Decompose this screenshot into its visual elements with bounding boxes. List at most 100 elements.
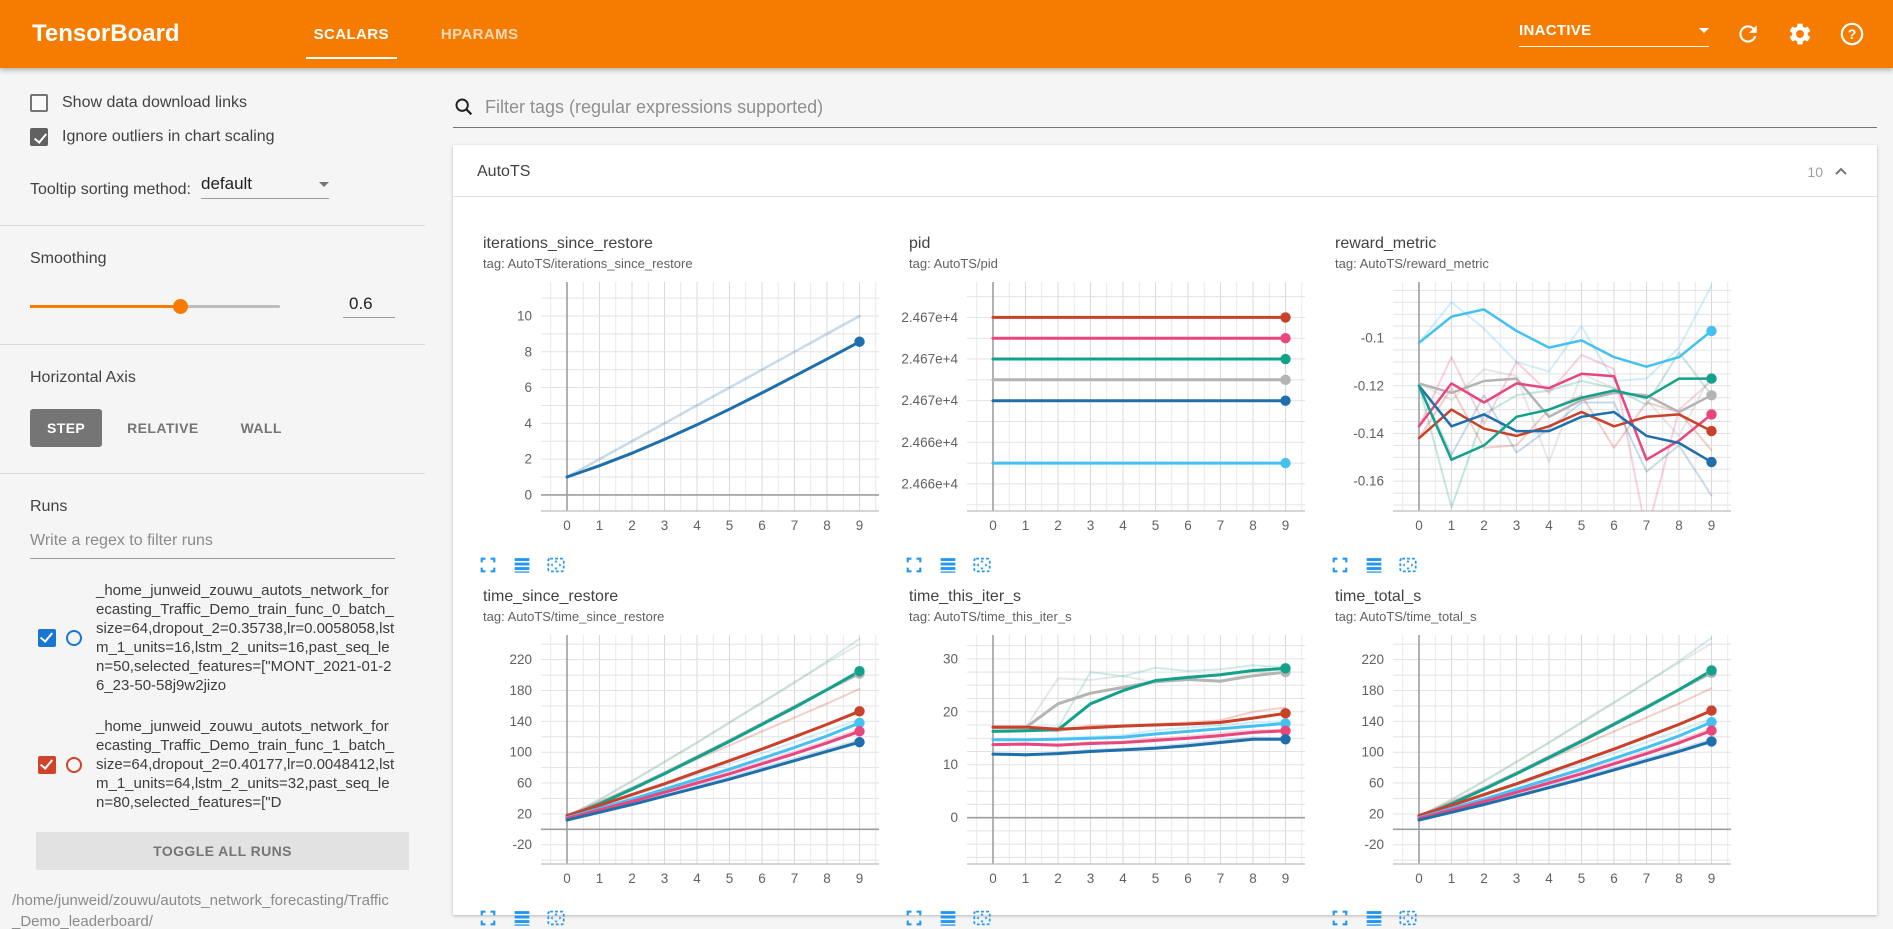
fit-domain-icon[interactable] xyxy=(1397,907,1419,929)
smoothing-slider[interactable] xyxy=(30,299,280,314)
chart-tag: tag: AutoTS/time_since_restore xyxy=(483,609,665,624)
run-visibility-checkbox[interactable] xyxy=(38,755,56,774)
fit-domain-icon[interactable] xyxy=(545,554,567,576)
charts-grid: iterations_since_restore tag: AutoTS/iter… xyxy=(453,197,1877,929)
svg-text:6: 6 xyxy=(758,518,766,533)
svg-text:20: 20 xyxy=(1369,806,1384,821)
run-selector-icon[interactable] xyxy=(937,907,959,929)
chart-toolbar xyxy=(1329,907,1741,929)
help-icon[interactable]: ? xyxy=(1839,21,1865,47)
svg-text:0: 0 xyxy=(1415,518,1423,533)
chart-canvas[interactable]: -20 20 60 100 140 180 220 0 1 2 3 4 5 6 7 8 9 xyxy=(1321,631,1741,895)
svg-text:2.467e+4: 2.467e+4 xyxy=(901,310,958,325)
svg-text:7: 7 xyxy=(791,871,799,886)
svg-text:1: 1 xyxy=(1448,871,1456,886)
chart-canvas[interactable]: -0.1 -0.12 -0.14 -0.16 0 1 2 3 4 5 6 7 8 9 xyxy=(1321,278,1741,542)
svg-text:4: 4 xyxy=(1119,871,1127,886)
svg-text:9: 9 xyxy=(1708,518,1716,533)
expand-chart-icon[interactable] xyxy=(477,554,499,576)
expand-chart-icon[interactable] xyxy=(903,907,925,929)
axis-wall-button[interactable]: WALL xyxy=(240,420,282,436)
svg-text:5: 5 xyxy=(726,871,734,886)
checkbox-label: Ignore outliers in chart scaling xyxy=(62,128,275,145)
svg-text:3: 3 xyxy=(1513,871,1521,886)
svg-text:-20: -20 xyxy=(1364,837,1384,852)
top-app-bar: TensorBoard SCALARS HPARAMS INACTIVE ? xyxy=(0,0,1893,68)
fit-domain-icon[interactable] xyxy=(545,907,567,929)
tab-hparams[interactable]: HPARAMS xyxy=(440,25,519,43)
tooltip-sorting-select[interactable]: default xyxy=(200,174,329,199)
chart-tag: tag: AutoTS/reward_metric xyxy=(1335,256,1489,271)
chevron-down-icon xyxy=(318,181,329,187)
runs-filter-field[interactable] xyxy=(30,532,395,559)
settings-gear-icon[interactable] xyxy=(1787,21,1813,47)
chart-title: reward_metric xyxy=(1335,235,1437,252)
tooltip-sorting-value: default xyxy=(200,174,253,193)
svg-text:2: 2 xyxy=(628,518,636,533)
run-selector-icon[interactable] xyxy=(511,907,533,929)
tag-group-header[interactable]: AutoTS 10 xyxy=(453,145,1877,197)
run-visibility-checkbox[interactable] xyxy=(38,629,56,647)
axis-step-button[interactable]: STEP xyxy=(30,409,103,447)
svg-text:6: 6 xyxy=(1610,518,1618,533)
fit-domain-icon[interactable] xyxy=(1397,554,1419,576)
chart-tile-reward_metric: reward_metric tag: AutoTS/reward_metric -0… xyxy=(1321,235,1741,576)
slider-thumb[interactable] xyxy=(173,299,188,314)
axis-relative-button[interactable]: RELATIVE xyxy=(127,420,199,436)
svg-text:2: 2 xyxy=(524,452,532,467)
smoothing-value[interactable]: 0.6 xyxy=(343,294,395,318)
checkbox-icon[interactable] xyxy=(30,94,48,112)
fit-domain-icon[interactable] xyxy=(971,907,993,929)
svg-text:9: 9 xyxy=(856,871,864,886)
svg-text:10: 10 xyxy=(943,757,958,772)
svg-text:30: 30 xyxy=(943,651,958,666)
toggle-all-runs-button[interactable]: TOGGLE ALL RUNS xyxy=(36,832,409,870)
chart-canvas[interactable]: 0 10 20 30 0 1 2 3 4 5 6 7 8 9 xyxy=(895,631,1315,895)
run-solo-radio[interactable] xyxy=(66,756,82,773)
expand-chart-icon[interactable] xyxy=(477,907,499,929)
svg-text:7: 7 xyxy=(1217,518,1225,533)
refresh-icon[interactable] xyxy=(1735,21,1761,47)
checkbox-icon[interactable] xyxy=(30,128,48,146)
tag-filter-field[interactable] xyxy=(453,96,1877,128)
status-dropdown-value: INACTIVE xyxy=(1519,21,1592,39)
svg-text:60: 60 xyxy=(517,776,532,791)
svg-text:9: 9 xyxy=(1282,518,1290,533)
log-directory-path: /home/junweid/zouwu/autots_network_forec… xyxy=(12,892,389,929)
chart-canvas[interactable]: 0 2 4 6 8 10 0 1 2 3 4 5 6 7 8 9 xyxy=(469,278,889,542)
svg-text:4: 4 xyxy=(1545,518,1553,533)
run-list-item[interactable]: _home_junweid_zouwu_autots_network_forec… xyxy=(30,717,395,812)
ignore-outliers-checkbox[interactable]: Ignore outliers in chart scaling xyxy=(30,128,395,146)
tag-filter-input[interactable] xyxy=(485,96,1877,118)
svg-text:-0.14: -0.14 xyxy=(1353,426,1384,441)
chart-tile-time_total_s: time_total_s tag: AutoTS/time_total_s -20 2… xyxy=(1321,588,1741,929)
fit-domain-icon[interactable] xyxy=(971,554,993,576)
collapse-group-control[interactable]: 10 xyxy=(1807,162,1851,182)
expand-chart-icon[interactable] xyxy=(1329,907,1351,929)
expand-chart-icon[interactable] xyxy=(903,554,925,576)
svg-text:20: 20 xyxy=(943,704,958,719)
chart-title: time_this_iter_s xyxy=(909,588,1022,605)
divider xyxy=(0,344,425,345)
svg-text:1: 1 xyxy=(1448,518,1456,533)
tag-group-title: AutoTS xyxy=(477,163,531,180)
svg-text:5: 5 xyxy=(1578,518,1586,533)
svg-text:7: 7 xyxy=(1217,871,1225,886)
expand-chart-icon[interactable] xyxy=(1329,554,1351,576)
run-selector-icon[interactable] xyxy=(511,554,533,576)
run-selector-icon[interactable] xyxy=(1363,554,1385,576)
svg-text:2: 2 xyxy=(1480,871,1488,886)
status-dropdown[interactable]: INACTIVE xyxy=(1519,22,1709,47)
tab-scalars[interactable]: SCALARS xyxy=(288,0,415,68)
run-solo-radio[interactable] xyxy=(66,630,82,646)
svg-text:4: 4 xyxy=(1545,871,1553,886)
chart-canvas[interactable]: -20 20 60 100 140 180 220 0 1 2 3 4 5 6 7 8 9 xyxy=(469,631,889,895)
show-data-download-links-checkbox[interactable]: Show data download links xyxy=(30,94,395,112)
runs-filter-input[interactable] xyxy=(30,532,395,550)
svg-text:7: 7 xyxy=(1643,871,1651,886)
run-selector-icon[interactable] xyxy=(1363,907,1385,929)
chart-canvas[interactable]: 2.467e+4 2.467e+4 2.467e+4 2.466e+4 2.466e+4… xyxy=(895,278,1315,542)
run-selector-icon[interactable] xyxy=(937,554,959,576)
run-list-item[interactable]: _home_junweid_zouwu_autots_network_forec… xyxy=(30,581,395,695)
svg-text:6: 6 xyxy=(1610,871,1618,886)
